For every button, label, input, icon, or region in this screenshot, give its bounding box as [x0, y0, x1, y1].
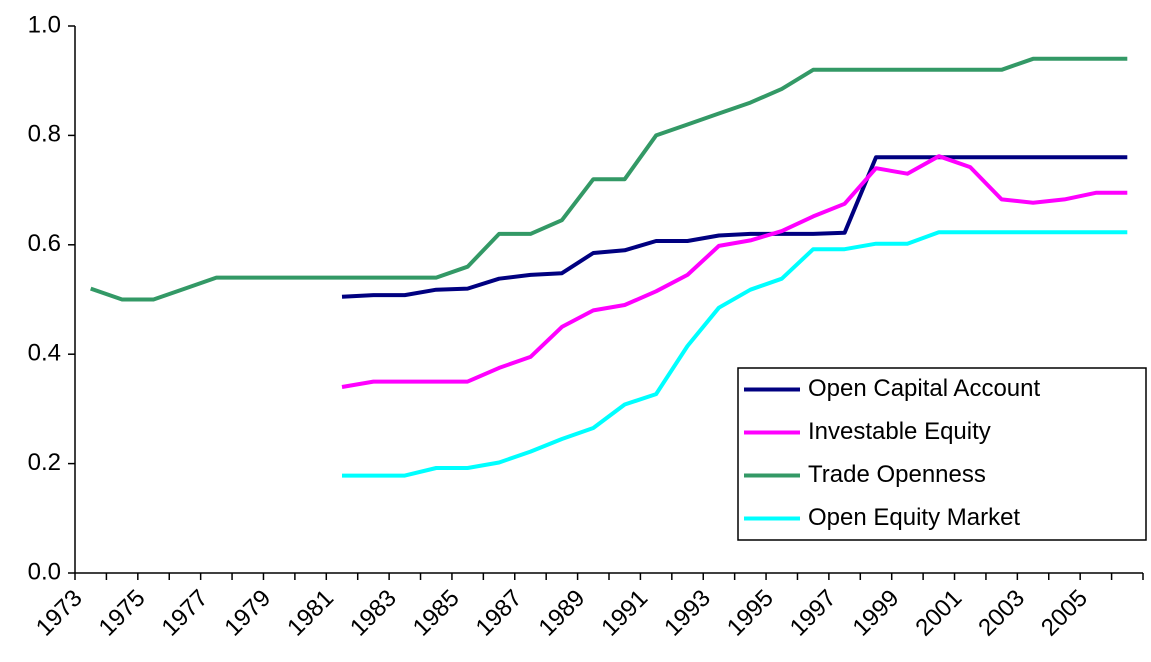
legend-box [737, 367, 1147, 541]
legend-label: Open Equity Market [808, 504, 1020, 531]
x-tick-label: 1987 [471, 585, 528, 642]
x-tick-label: 1975 [94, 585, 151, 642]
series-line [342, 230, 1128, 478]
x-tick-label: 1997 [785, 585, 842, 642]
x-tick-label: 1985 [408, 585, 465, 642]
x-tick-label: 1991 [596, 585, 653, 642]
x-tick-label: 1983 [345, 585, 402, 642]
x-tick-label: 1999 [848, 585, 905, 642]
x-tick-label: 1995 [722, 585, 779, 642]
y-tick-label: 1.0 [28, 11, 61, 38]
x-tick-label: 1981 [282, 585, 339, 642]
x-tick-label: 1979 [219, 585, 276, 642]
x-tick-label: 2003 [973, 585, 1030, 642]
x-tick-label: 1989 [533, 585, 590, 642]
y-tick-label: 0.8 [28, 121, 61, 148]
series-line [90, 56, 1128, 302]
x-tick-label: 2005 [1036, 585, 1093, 642]
x-tick-label: 1977 [157, 585, 214, 642]
x-tick-label: 1993 [659, 585, 716, 642]
y-tick-label: 0.4 [28, 340, 61, 367]
legend-label: Open Capital Account [808, 375, 1040, 402]
series-line [341, 155, 1128, 299]
legend-label: Trade Openness [808, 461, 986, 488]
x-tick-label: 1973 [31, 585, 88, 642]
y-tick-label: 0.6 [28, 230, 61, 257]
series-line [341, 154, 1128, 389]
y-tick-label: 0.0 [28, 558, 61, 585]
x-tick-label: 2001 [910, 585, 967, 642]
legend-label: Investable Equity [808, 418, 991, 445]
y-tick-label: 0.2 [28, 449, 61, 476]
